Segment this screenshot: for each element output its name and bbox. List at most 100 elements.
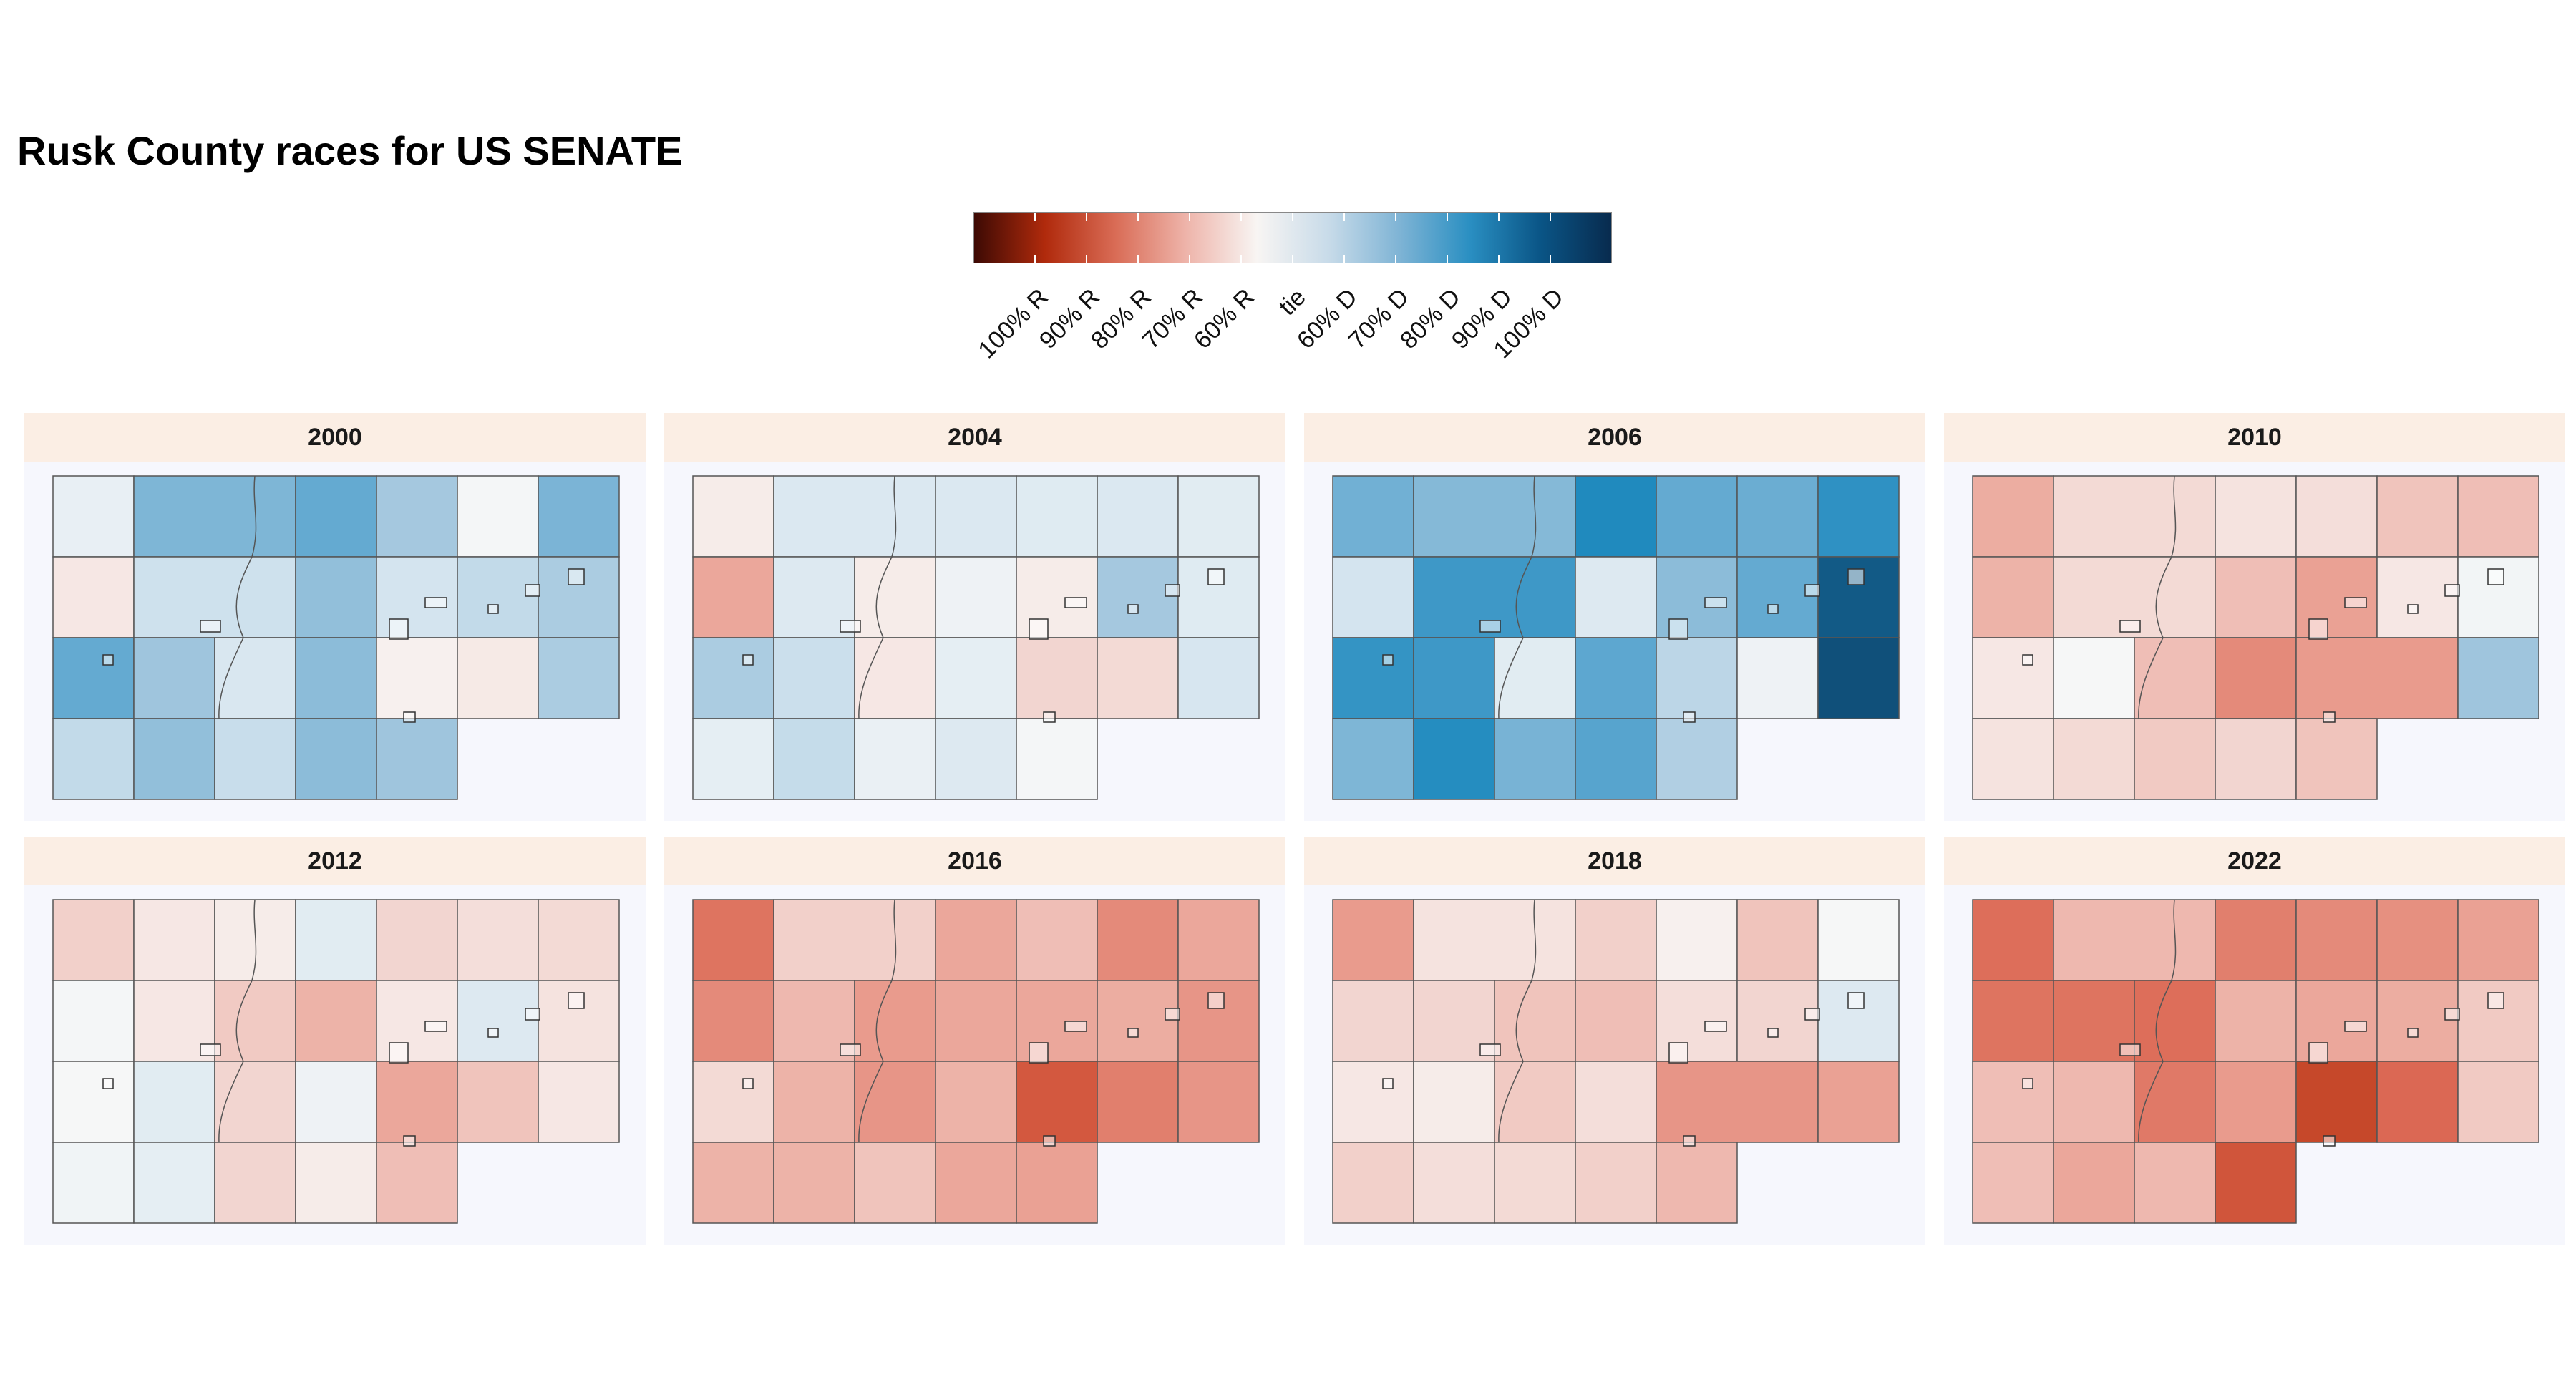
township-cell (457, 475, 539, 558)
township-cell (1332, 637, 1414, 719)
map-area (664, 885, 1285, 1245)
municipality-shape (2022, 654, 2033, 666)
township-cell (2215, 1061, 2297, 1143)
panel-year-label: 2006 (1304, 413, 1925, 462)
township-cell (1972, 899, 2054, 981)
municipality-shape (487, 604, 499, 614)
township-cell (773, 718, 855, 800)
municipality-shape (1064, 1021, 1087, 1032)
county-map (692, 475, 1260, 800)
legend-tick (1292, 255, 1293, 264)
municipality-shape (1029, 618, 1049, 640)
township-cell (2376, 899, 2459, 981)
township-cell (692, 980, 774, 1062)
township-cell (133, 1061, 215, 1143)
municipality-shape (102, 654, 114, 666)
municipality-shape (1382, 654, 1394, 666)
township-cell (2457, 1061, 2539, 1143)
municipality-shape (1127, 1028, 1139, 1038)
township-cell (457, 980, 539, 1062)
township-cell (457, 556, 539, 638)
township-cell (1817, 475, 1900, 558)
township-cell (1494, 718, 1576, 800)
township-cell (2053, 1142, 2135, 1224)
township-cell (52, 556, 135, 638)
legend-tick (1189, 255, 1190, 264)
township-cell (1177, 637, 1260, 719)
township-cell (1736, 980, 1819, 1062)
legend-tick (1550, 213, 1551, 221)
municipality-shape (1804, 1008, 1820, 1021)
township-cell (935, 1061, 1017, 1143)
municipality-shape (2487, 992, 2504, 1009)
municipality-shape (742, 654, 754, 666)
municipality-shape (2323, 711, 2336, 723)
township-cell (1575, 556, 1657, 638)
township-cell (1575, 899, 1657, 981)
township-cell (1332, 899, 1414, 981)
county-map (692, 899, 1260, 1224)
municipality-shape (1683, 711, 1696, 723)
township-cell (2215, 556, 2297, 638)
township-cell (2376, 980, 2459, 1062)
municipality-shape (525, 584, 540, 597)
legend-tick (1447, 213, 1448, 221)
township-cell (1736, 637, 1819, 719)
municipality-shape (2444, 584, 2460, 597)
map-area (1304, 462, 1925, 821)
map-area (664, 462, 1285, 821)
township-cell (2457, 637, 2539, 719)
municipality-shape (403, 711, 416, 723)
township-cell (295, 1061, 377, 1143)
panel-year-label: 2018 (1304, 837, 1925, 885)
township-cell (52, 718, 135, 800)
township-cell (2376, 475, 2459, 558)
river-line (858, 899, 897, 1143)
legend-tick (1292, 213, 1293, 221)
township-cell (773, 1061, 855, 1143)
township-cell (773, 899, 936, 981)
township-cell (1332, 475, 1414, 558)
township-cell (457, 899, 539, 981)
township-cell (692, 556, 774, 638)
panel-year-label: 2004 (664, 413, 1285, 462)
township-cell (1656, 899, 1738, 981)
township-cell (2215, 1142, 2297, 1224)
municipality-shape (568, 568, 585, 585)
municipality-shape (1767, 604, 1779, 614)
map-panel: 2004 (664, 413, 1285, 821)
township-cell (1016, 1142, 1098, 1224)
township-cell (538, 899, 620, 981)
township-cell (854, 556, 936, 638)
municipality-shape (2308, 1042, 2328, 1064)
municipality-shape (742, 1078, 754, 1089)
river-line (218, 475, 257, 719)
municipality-shape (1704, 1021, 1727, 1032)
county-map (1972, 899, 2539, 1224)
township-cell (1097, 1061, 1179, 1143)
municipality-shape (2119, 620, 2141, 633)
township-cell (2295, 718, 2378, 800)
township-cell (1097, 556, 1179, 638)
township-cell (1656, 1061, 1819, 1143)
township-cell (133, 475, 296, 558)
township-cell (773, 475, 936, 558)
map-area (1304, 885, 1925, 1245)
township-cell (2295, 475, 2378, 558)
township-cell (935, 637, 1017, 719)
township-cell (1972, 980, 2054, 1062)
municipality-shape (1165, 584, 1180, 597)
municipality-shape (389, 618, 409, 640)
township-cell (2215, 718, 2297, 800)
township-cell (295, 899, 377, 981)
municipality-shape (1479, 1043, 1501, 1056)
township-cell (1736, 556, 1819, 638)
township-cell (214, 1142, 296, 1224)
township-cell (692, 718, 774, 800)
township-cell (2376, 556, 2459, 638)
township-cell (133, 899, 215, 981)
municipality-shape (2444, 1008, 2460, 1021)
township-cell (2134, 718, 2216, 800)
township-cell (1097, 899, 1179, 981)
river-line (858, 475, 897, 719)
